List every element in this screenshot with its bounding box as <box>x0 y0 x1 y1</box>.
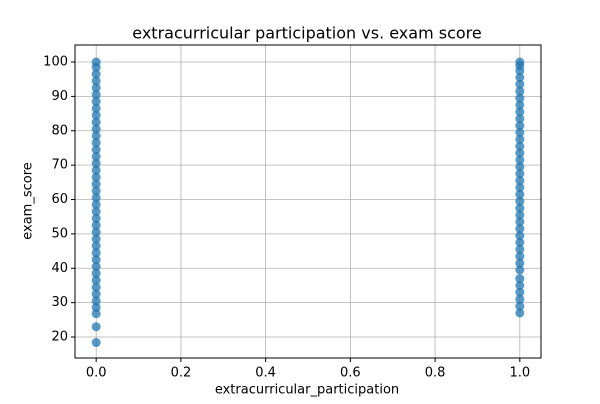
point <box>515 114 525 124</box>
point <box>91 83 101 93</box>
point <box>515 57 525 67</box>
point <box>91 158 101 168</box>
y-axis-label: exam_score <box>21 162 36 240</box>
point <box>515 251 525 261</box>
y-tick-label: 20 <box>51 330 68 345</box>
point <box>91 179 101 189</box>
point <box>515 301 525 311</box>
point <box>91 322 101 332</box>
y-tick-label: 50 <box>51 226 68 241</box>
point <box>91 296 101 306</box>
point <box>515 231 525 241</box>
point <box>515 274 525 284</box>
point <box>515 294 525 304</box>
x-tick-label: 0.8 <box>425 366 446 381</box>
point <box>91 131 101 141</box>
point <box>91 200 101 210</box>
y-tick-label: 60 <box>51 192 68 207</box>
point <box>91 145 101 155</box>
x-tick-label: 0.0 <box>86 366 107 381</box>
point <box>515 182 525 192</box>
point <box>515 258 525 268</box>
point <box>91 227 101 237</box>
point <box>515 155 525 165</box>
point <box>515 141 525 151</box>
point <box>91 103 101 113</box>
point <box>91 248 101 258</box>
point <box>515 224 525 234</box>
y-tick-label: 100 <box>43 55 68 70</box>
point <box>515 210 525 220</box>
x-tick-label: 0.6 <box>340 366 361 381</box>
point <box>91 117 101 127</box>
point <box>515 107 525 117</box>
point <box>91 172 101 182</box>
point <box>91 193 101 203</box>
y-tick-label: 70 <box>51 158 68 173</box>
x-tick-label: 0.2 <box>171 366 192 381</box>
y-tick-label: 40 <box>51 261 68 276</box>
point <box>91 275 101 285</box>
point <box>91 97 101 107</box>
point <box>515 287 525 297</box>
x-axis-label: extracurricular_participation <box>215 383 399 398</box>
point <box>515 203 525 213</box>
point <box>91 213 101 223</box>
point <box>515 93 525 103</box>
point <box>91 165 101 175</box>
point <box>515 86 525 96</box>
point <box>91 207 101 217</box>
point <box>515 72 525 82</box>
point <box>515 100 525 110</box>
point <box>515 196 525 206</box>
y-tick-label: 90 <box>51 89 68 104</box>
point <box>515 244 525 254</box>
point <box>515 189 525 199</box>
point <box>515 280 525 290</box>
point <box>91 241 101 251</box>
point <box>91 186 101 196</box>
x-tick-label: 1.0 <box>509 366 530 381</box>
point <box>515 127 525 137</box>
x-tick-label: 0.4 <box>255 366 276 381</box>
point <box>91 220 101 230</box>
point <box>91 302 101 312</box>
point <box>91 124 101 134</box>
y-tick-label: 80 <box>51 123 68 138</box>
point <box>91 255 101 265</box>
plot-frame <box>74 44 542 359</box>
point <box>91 262 101 272</box>
point <box>515 162 525 172</box>
point <box>91 289 101 299</box>
point <box>515 79 525 89</box>
point <box>91 110 101 120</box>
point <box>91 90 101 100</box>
point <box>91 138 101 148</box>
y-tick-label: 30 <box>51 295 68 310</box>
point <box>515 121 525 131</box>
point <box>515 148 525 158</box>
point <box>515 217 525 227</box>
point <box>91 76 101 86</box>
point <box>91 268 101 278</box>
point <box>515 176 525 186</box>
point <box>91 152 101 162</box>
point <box>91 338 101 348</box>
point <box>91 57 101 67</box>
point <box>515 237 525 247</box>
chart-title: extracurricular participation vs. exam s… <box>132 24 481 43</box>
point <box>515 265 525 275</box>
point <box>515 169 525 179</box>
point <box>515 308 525 318</box>
point <box>91 234 101 244</box>
point <box>91 309 101 319</box>
point <box>91 282 101 292</box>
point <box>91 69 101 79</box>
point <box>515 134 525 144</box>
